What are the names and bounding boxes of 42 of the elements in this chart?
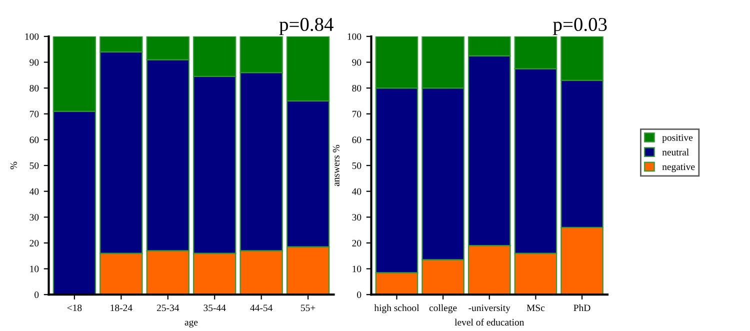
y-tick-label: 100 xyxy=(348,33,362,40)
y-tick-label: 30 xyxy=(30,214,39,221)
legend-label: negative xyxy=(662,164,695,172)
y-tick-label: 40 xyxy=(29,188,39,195)
y-axis-title: answers % xyxy=(332,144,340,186)
chart-title: p=0.84 xyxy=(279,18,334,35)
y-tick-label: 100 xyxy=(25,33,39,40)
x-axis-title: age xyxy=(184,320,198,328)
y-tick-label: 0 xyxy=(34,292,39,298)
x-tick-label: high school xyxy=(374,304,420,314)
x-tick-label: <18 xyxy=(67,304,82,312)
x-tick-label: 18-24 xyxy=(110,304,132,312)
x-tick-label: 55+ xyxy=(301,304,316,312)
y-axis-title: % xyxy=(10,162,17,170)
y-tick-label: 10 xyxy=(352,266,362,272)
x-tick-label: 35-44 xyxy=(204,304,226,312)
x-tick-label: MSc xyxy=(526,304,545,312)
x-tick-label: 44-54 xyxy=(250,304,273,312)
legend-label: neutral xyxy=(662,148,689,156)
y-tick-label: 20 xyxy=(30,240,39,246)
y-tick-label: 50 xyxy=(352,162,362,169)
y-tick-label: 0 xyxy=(357,292,362,298)
y-tick-label: 10 xyxy=(30,266,39,272)
y-tick-label: 90 xyxy=(30,59,39,66)
y-tick-label: 60 xyxy=(30,136,39,144)
y-tick-label: 90 xyxy=(352,59,362,66)
y-tick-label: 70 xyxy=(30,110,39,118)
x-tick-label: 25-34 xyxy=(156,304,180,312)
y-tick-label: 70 xyxy=(352,110,362,118)
x-tick-label: college xyxy=(429,304,457,314)
x-tick-label: PhD xyxy=(574,304,590,312)
x-tick-label: -university xyxy=(468,304,510,314)
y-tick-label: 80 xyxy=(352,84,362,92)
chart-title: p=0.03 xyxy=(553,18,607,35)
y-tick-label: 30 xyxy=(352,214,362,221)
y-tick-label: 60 xyxy=(352,136,362,144)
y-tick-label: 20 xyxy=(352,240,362,246)
y-tick-label: 80 xyxy=(30,84,39,92)
y-tick-label: 40 xyxy=(352,188,362,195)
x-axis-title: level of education xyxy=(454,318,524,326)
y-tick-label: 50 xyxy=(30,162,39,169)
legend-label: positive xyxy=(662,134,693,143)
